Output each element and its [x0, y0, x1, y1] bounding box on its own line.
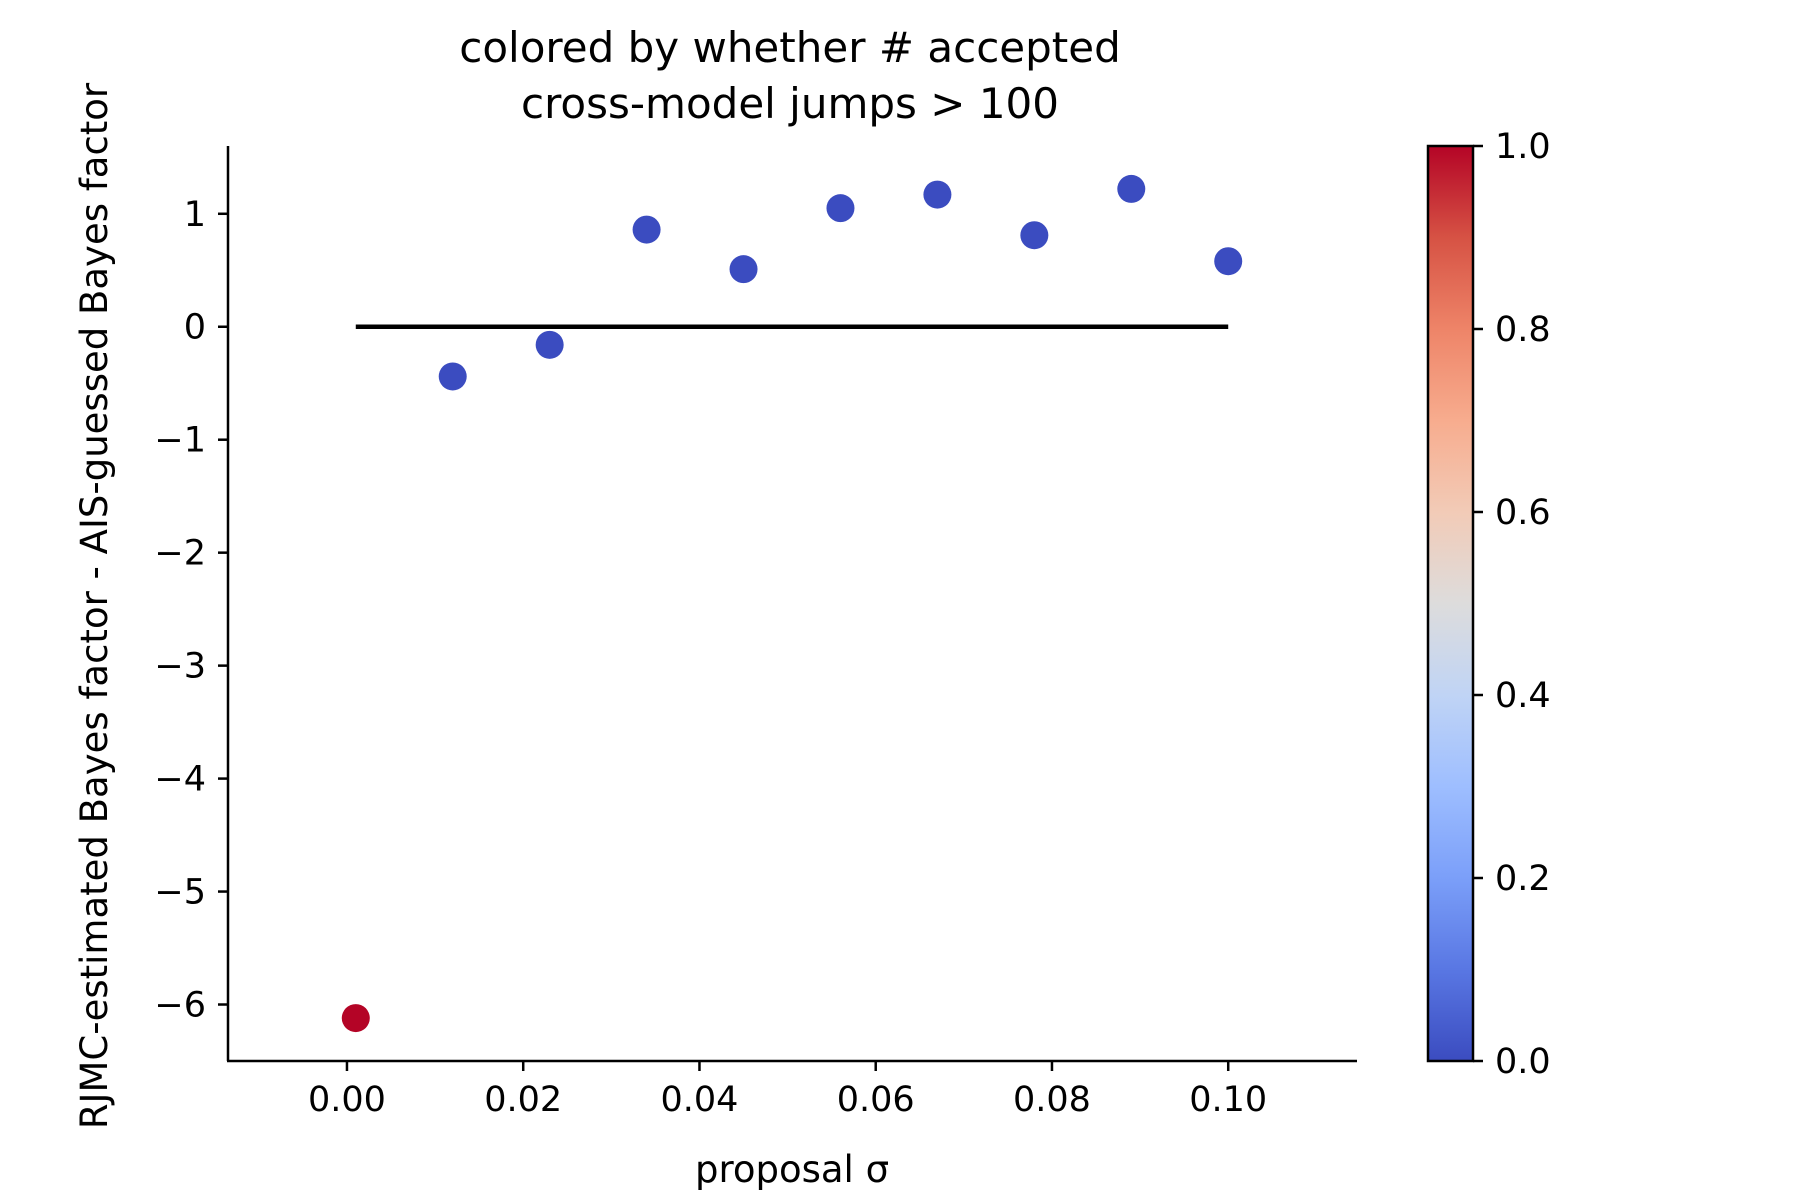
- scatter-point: [729, 255, 758, 284]
- colorbar-tick-label: 1.0: [1495, 127, 1551, 167]
- scatter-point: [1214, 247, 1243, 276]
- colorbar-tick-label: 0.8: [1495, 310, 1551, 350]
- chart-title-line-2: cross-model jumps > 100: [521, 79, 1059, 128]
- scatter-points: [341, 174, 1243, 1033]
- plot-area: 0.00 0.02 0.04 0.06 0.08 0.10 1 0 −1 −2 −3 −4 −5 −6: [154, 146, 1357, 1120]
- x-tick-label: 0.08: [1013, 1080, 1091, 1120]
- y-axis-ticks: 1 0 −1 −2 −3 −4 −5 −6: [154, 195, 228, 1026]
- colorbar-gradient: [1426, 144, 1475, 1063]
- y-axis-label: RJMC-estimated Bayes factor - AIS-guesse…: [73, 82, 116, 1129]
- x-tick-label: 0.10: [1189, 1080, 1267, 1120]
- y-tick-label: −6: [154, 986, 206, 1026]
- colorbar: 0.0 0.2 0.4 0.6 0.8 1.0: [1426, 127, 1551, 1082]
- chart-title-line-1: colored by whether # accepted: [459, 23, 1121, 72]
- scatter-point: [1117, 174, 1146, 203]
- colorbar-tick-label: 0.4: [1495, 676, 1551, 716]
- y-tick-label: 1: [184, 195, 206, 235]
- x-tick-label: 0.00: [308, 1080, 386, 1120]
- scatter-point: [632, 215, 661, 244]
- colorbar-tick-label: 0.0: [1495, 1042, 1551, 1082]
- colorbar-ticks: 0.0 0.2 0.4 0.6 0.8 1.0: [1473, 127, 1551, 1082]
- scatter-point: [438, 362, 467, 391]
- colorbar-tick-label: 0.6: [1495, 493, 1551, 533]
- y-tick-label: −2: [154, 534, 206, 574]
- scatter-point: [1020, 221, 1049, 250]
- y-tick-label: 0: [184, 308, 206, 348]
- x-axis-ticks: 0.00 0.02 0.04 0.06 0.08 0.10: [308, 1061, 1267, 1120]
- y-tick-label: −4: [154, 760, 206, 800]
- y-tick-label: −1: [154, 421, 206, 461]
- scatter-point: [535, 330, 564, 359]
- scatter-point: [341, 1004, 370, 1033]
- y-tick-label: −5: [154, 873, 206, 913]
- scatter-point: [923, 180, 952, 209]
- x-axis-label: proposal σ: [695, 1148, 889, 1191]
- x-tick-label: 0.04: [661, 1080, 739, 1120]
- x-tick-label: 0.06: [837, 1080, 915, 1120]
- y-tick-label: −3: [154, 647, 206, 687]
- colorbar-tick-label: 0.2: [1495, 859, 1551, 899]
- scatter-point: [826, 194, 855, 223]
- x-tick-label: 0.02: [484, 1080, 562, 1120]
- chart-title: colored by whether # accepted cross-mode…: [459, 23, 1121, 128]
